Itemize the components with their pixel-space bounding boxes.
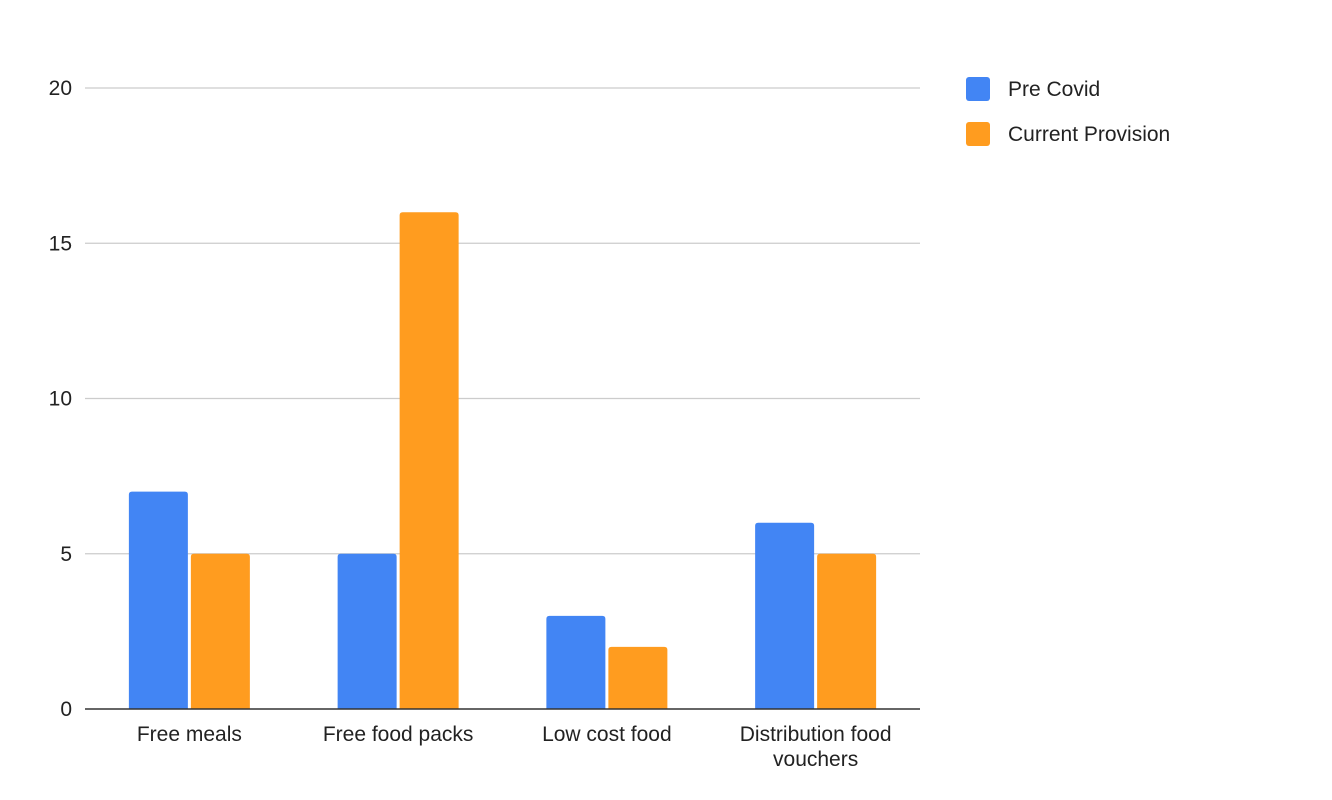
y-tick-label-5: 5 bbox=[60, 543, 72, 566]
legend-swatch-1 bbox=[966, 122, 990, 146]
gridlines bbox=[85, 87, 920, 555]
y-tick-label-15: 15 bbox=[49, 232, 72, 255]
x-tick-label-0: Free meals bbox=[137, 723, 242, 746]
y-tick-label-20: 20 bbox=[49, 77, 72, 100]
legend-label-1: Current Provision bbox=[1008, 123, 1170, 146]
legend-swatch-0 bbox=[966, 77, 990, 101]
bar-pre-covid-3 bbox=[755, 522, 815, 709]
y-tick-label-10: 10 bbox=[49, 388, 72, 411]
x-tick-label-1: Free food packs bbox=[323, 723, 474, 746]
legend: Pre Covid Current Provision bbox=[966, 77, 1170, 146]
bar-pre-covid-0 bbox=[128, 491, 188, 709]
bar-pre-covid-2 bbox=[546, 615, 606, 709]
bar-current-provision-0 bbox=[190, 553, 250, 709]
legend-label-0: Pre Covid bbox=[1008, 78, 1100, 101]
y-tick-label-0: 0 bbox=[60, 698, 72, 721]
bar-pre-covid-1 bbox=[337, 553, 397, 709]
y-axis-ticks: 0 5 10 15 20 bbox=[49, 77, 72, 721]
bar-current-provision-1 bbox=[399, 212, 459, 709]
bar-current-provision-2 bbox=[608, 646, 668, 709]
x-tick-label-2: Low cost food bbox=[542, 723, 672, 746]
bars bbox=[128, 212, 877, 709]
x-axis-labels: Free meals Free food packs Low cost food Di… bbox=[137, 723, 892, 771]
x-tick-label-3: Distribution food vouchers bbox=[740, 723, 892, 771]
bar-current-provision-3 bbox=[817, 553, 877, 709]
